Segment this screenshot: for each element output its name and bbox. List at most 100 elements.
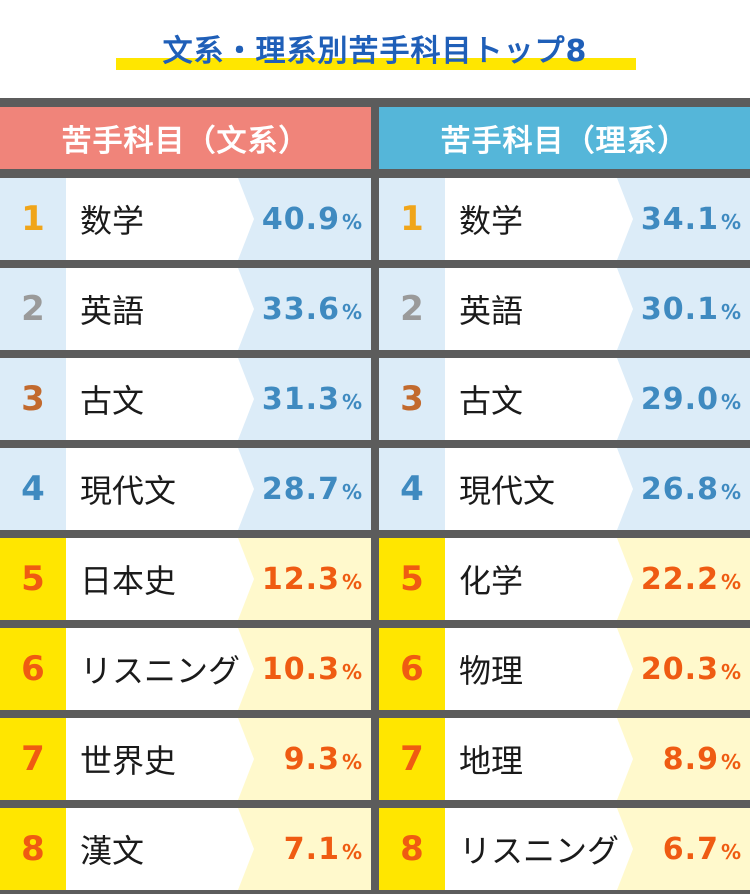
percentage-value: 26.8% [641,448,742,530]
column-header-bunkei: 苦手科目（文系） [0,107,371,169]
rank-number: 5 [379,538,445,620]
column-header-rikei: 苦手科目（理系） [379,107,750,169]
page-title: 文系・理系別苦手科目トップ8 [162,34,588,69]
subject-name: 化学 [459,562,524,600]
percentage-value: 40.9% [262,178,363,260]
subject-name: 世界史 [80,742,177,780]
ranking-row: 3 古文 29.0% [379,358,750,440]
subject-name: 古文 [459,382,524,420]
percentage-value: 33.6% [262,268,363,350]
percentage-cell: 22.2% [617,538,750,620]
subject-name: 英語 [459,292,524,330]
rank-number: 8 [0,808,66,890]
ranking-board: 苦手科目（文系） 1 数学 40.9% 2 英語 33.6% 3 古文 31.3% 4 現代文 28.… [0,98,750,894]
value-arrow-bg [617,178,750,260]
percentage-number: 30.1 [640,291,719,327]
percentage-cell: 30.1% [617,268,750,350]
percentage-value: 6.7% [663,808,742,890]
ranking-row: 3 古文 31.3% [0,358,371,440]
percentage-number: 10.3 [261,651,340,687]
percentage-cell: 7.1% [238,808,371,890]
percentage-cell: 33.6% [238,268,371,350]
percentage-cell: 10.3% [238,628,371,710]
percentage-unit: % [341,210,363,234]
percentage-unit: % [720,570,742,594]
percentage-cell: 40.9% [238,178,371,260]
percentage-unit: % [341,300,363,324]
percentage-number: 29.0 [640,381,719,417]
percentage-value: 28.7% [262,448,363,530]
subject-name: 地理 [459,742,524,780]
percentage-unit: % [341,480,363,504]
percentage-unit: % [341,750,363,774]
ranking-row: 4 現代文 28.7% [0,448,371,530]
percentage-value: 30.1% [641,268,742,350]
rank-number: 3 [379,358,445,440]
percentage-unit: % [720,210,742,234]
percentage-cell: 12.3% [238,538,371,620]
percentage-value: 9.3% [284,718,363,800]
ranking-row: 8 リスニング 6.7% [379,808,750,890]
percentage-number: 6.7 [662,831,719,867]
percentage-value: 34.1% [641,178,742,260]
value-arrow-bg [617,448,750,530]
ranking-row: 4 現代文 26.8% [379,448,750,530]
percentage-cell: 28.7% [238,448,371,530]
value-arrow-bg [617,628,750,710]
percentage-unit: % [720,660,742,684]
percentage-value: 29.0% [641,358,742,440]
rank-number: 1 [0,178,66,260]
subject-name: 日本史 [80,562,177,600]
ranking-row: 7 世界史 9.3% [0,718,371,800]
percentage-number: 31.3 [261,381,340,417]
rank-number: 1 [379,178,445,260]
rank-number: 6 [0,628,66,710]
percentage-unit: % [341,390,363,414]
rank-number: 4 [379,448,445,530]
rank-number: 2 [0,268,66,350]
ranking-row: 1 数学 34.1% [379,178,750,260]
percentage-number: 9.3 [283,741,340,777]
percentage-unit: % [720,750,742,774]
percentage-value: 8.9% [663,718,742,800]
column-bunkei: 苦手科目（文系） 1 数学 40.9% 2 英語 33.6% 3 古文 31.3% 4 現代文 28.… [0,98,371,894]
percentage-value: 10.3% [262,628,363,710]
value-arrow-bg [617,268,750,350]
ranking-row: 6 リスニング 10.3% [0,628,371,710]
rank-number: 7 [0,718,66,800]
percentage-cell: 26.8% [617,448,750,530]
subject-name: 現代文 [80,472,177,510]
ranking-row: 8 漢文 7.1% [0,808,371,890]
percentage-unit: % [341,840,363,864]
percentage-unit: % [720,840,742,864]
ranking-row: 6 物理 20.3% [379,628,750,710]
value-arrow-bg [238,268,371,350]
percentage-unit: % [720,480,742,504]
subject-name: 物理 [459,652,524,690]
percentage-cell: 9.3% [238,718,371,800]
title-area: 文系・理系別苦手科目トップ8 [0,0,750,98]
percentage-number: 7.1 [283,831,340,867]
value-arrow-bg [617,718,750,800]
ranking-row: 5 日本史 12.3% [0,538,371,620]
percentage-value: 20.3% [641,628,742,710]
value-arrow-bg [617,808,750,890]
ranking-row: 2 英語 33.6% [0,268,371,350]
percentage-value: 12.3% [262,538,363,620]
subject-name: 英語 [80,292,145,330]
percentage-number: 26.8 [640,471,719,507]
percentage-number: 28.7 [261,471,340,507]
ranking-row: 5 化学 22.2% [379,538,750,620]
ranking-row: 2 英語 30.1% [379,268,750,350]
value-arrow-bg [238,538,371,620]
percentage-value: 31.3% [262,358,363,440]
percentage-cell: 8.9% [617,718,750,800]
value-arrow-bg [617,538,750,620]
value-arrow-bg [617,358,750,440]
percentage-value: 7.1% [284,808,363,890]
rank-number: 3 [0,358,66,440]
percentage-number: 22.2 [640,561,719,597]
column-rikei: 苦手科目（理系） 1 数学 34.1% 2 英語 30.1% 3 古文 29.0% 4 現代文 26.… [379,98,750,894]
value-arrow-bg [238,178,371,260]
subject-name: 数学 [459,202,524,240]
